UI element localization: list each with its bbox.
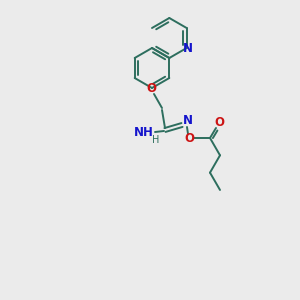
- Text: O: O: [214, 116, 224, 128]
- Text: O: O: [184, 133, 194, 146]
- Text: N: N: [183, 115, 193, 128]
- Text: O: O: [146, 82, 156, 95]
- Text: NH: NH: [134, 127, 154, 140]
- Text: H: H: [152, 135, 160, 145]
- Text: N: N: [183, 41, 193, 55]
